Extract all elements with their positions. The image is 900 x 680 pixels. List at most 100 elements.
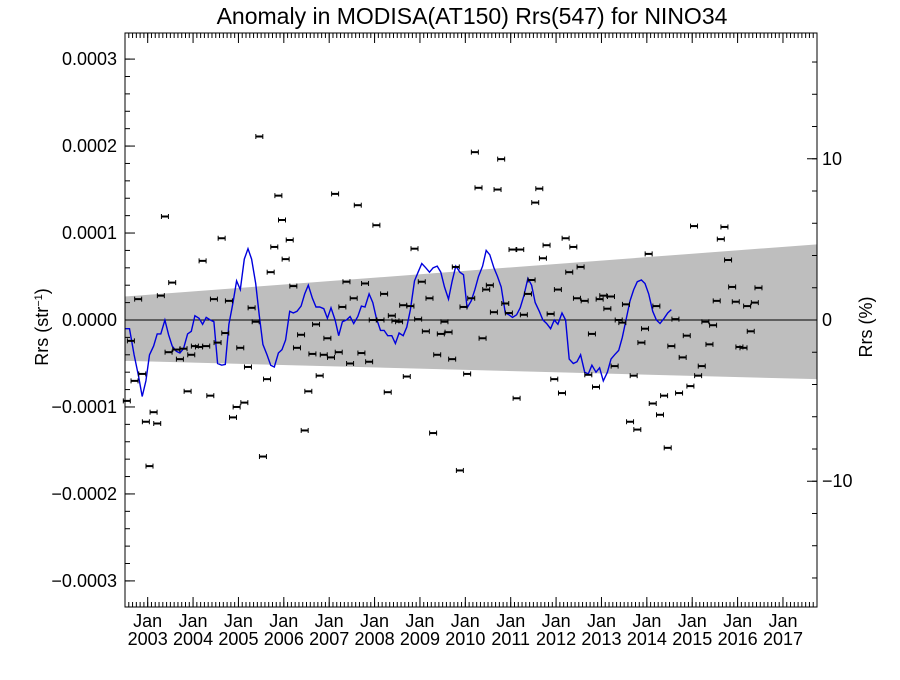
data-point — [236, 345, 245, 351]
data-point — [633, 427, 642, 433]
data-point — [599, 293, 608, 299]
x-tick-label-year: 2006 — [264, 629, 304, 649]
data-point — [603, 306, 612, 312]
data-point — [153, 420, 162, 426]
data-point — [331, 191, 340, 197]
data-point — [516, 247, 525, 253]
confidence-band-layer — [125, 244, 817, 380]
data-point — [467, 295, 476, 301]
data-point — [728, 284, 737, 290]
x-tick-label-month: Jan — [405, 611, 434, 631]
data-point — [327, 354, 336, 360]
data-point — [436, 331, 445, 337]
data-point — [213, 340, 222, 346]
data-point — [141, 419, 150, 425]
x-tick-label-month: Jan — [360, 611, 389, 631]
x-tick-label-year: 2017 — [763, 629, 803, 649]
data-point — [304, 388, 313, 394]
x-tick-label-year: 2010 — [445, 629, 485, 649]
data-point — [754, 285, 763, 291]
data-point — [527, 277, 536, 283]
data-point — [138, 371, 147, 377]
data-point — [474, 185, 483, 191]
y-tick-label: −0.0003 — [51, 571, 117, 591]
x-tick-label-month: Jan — [723, 611, 752, 631]
y-tick-label: 0.0000 — [62, 310, 117, 330]
data-point — [644, 251, 653, 257]
data-point — [338, 304, 347, 310]
data-point — [149, 409, 158, 415]
data-point — [308, 351, 317, 357]
data-point — [572, 295, 581, 301]
x-tick-label-month: Jan — [542, 611, 571, 631]
x-tick-label-month: Jan — [768, 611, 797, 631]
data-point — [595, 296, 604, 302]
data-point — [512, 395, 521, 401]
data-point — [553, 287, 562, 293]
data-point — [266, 269, 275, 275]
data-point — [380, 291, 389, 297]
data-point — [312, 321, 321, 327]
data-point — [618, 320, 627, 326]
data-point — [504, 310, 513, 316]
x-tick-label-year: 2005 — [218, 629, 258, 649]
data-point — [610, 363, 619, 369]
data-point — [621, 301, 630, 307]
data-point — [709, 322, 718, 328]
data-point — [383, 389, 392, 395]
data-point — [417, 279, 426, 285]
data-point — [561, 235, 570, 241]
running-mean-line — [125, 246, 672, 397]
data-point — [372, 222, 381, 228]
data-point — [414, 316, 423, 322]
chart-title: Anomaly in MODISA(AT150) Rrs(547) for NI… — [217, 3, 728, 29]
data-point — [209, 296, 218, 302]
data-point — [285, 237, 294, 243]
data-point — [580, 298, 589, 304]
data-point — [724, 257, 733, 263]
y-axis-label: Rrs (str−1) — [32, 288, 52, 366]
data-point — [584, 372, 593, 378]
data-point — [406, 303, 415, 309]
data-point — [183, 388, 192, 394]
data-point — [712, 298, 721, 304]
data-point — [156, 293, 165, 299]
data-point — [629, 373, 638, 379]
data-point — [425, 295, 434, 301]
x-tick-label-year: 2016 — [718, 629, 758, 649]
data-point — [501, 300, 510, 306]
x-tick-label-year: 2014 — [627, 629, 667, 649]
y-axis-label-close: ) — [32, 288, 52, 294]
data-point — [565, 269, 574, 275]
data-point — [637, 340, 646, 346]
data-point — [263, 376, 272, 382]
data-point — [542, 242, 551, 248]
data-point — [368, 317, 377, 323]
data-point — [550, 376, 559, 382]
x-tick-label-month: Jan — [133, 611, 162, 631]
data-point — [459, 304, 468, 310]
data-point — [292, 345, 301, 351]
x-tick-label-month: Jan — [179, 611, 208, 631]
data-point — [463, 371, 472, 377]
data-point — [482, 287, 491, 293]
data-point — [655, 412, 664, 418]
y2-tick-label: 10 — [822, 149, 842, 169]
data-points-layer — [122, 133, 763, 473]
data-point — [342, 279, 351, 285]
data-point — [626, 419, 635, 425]
data-point — [489, 309, 498, 315]
x-tick-label-year: 2013 — [581, 629, 621, 649]
data-point — [535, 186, 544, 192]
data-point — [206, 393, 215, 399]
y2-tick-label: −10 — [822, 471, 853, 491]
data-point — [701, 319, 710, 325]
data-point — [258, 454, 267, 460]
data-point — [682, 333, 691, 339]
data-point — [274, 193, 283, 199]
data-point — [395, 319, 404, 325]
x-tick-label-year: 2011 — [491, 629, 530, 649]
data-point — [224, 298, 233, 304]
